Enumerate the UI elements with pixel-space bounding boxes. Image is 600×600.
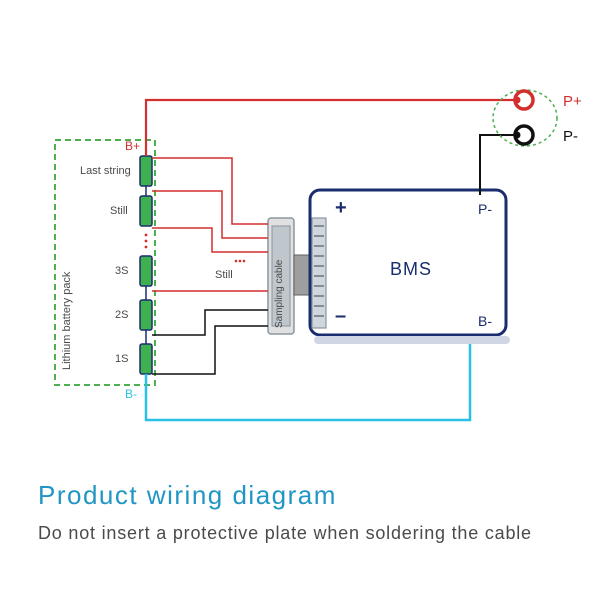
cell-label-2s: 2S — [115, 309, 128, 321]
sampling-label: Sampling cable — [274, 259, 285, 328]
wire-b-plus — [146, 100, 515, 156]
cell-label-3s: 3S — [115, 265, 128, 277]
p-plus-label: P+ — [563, 93, 582, 110]
page-caption: Do not insert a protective plate when so… — [38, 520, 558, 547]
b-plus-label: B+ — [125, 139, 140, 153]
bms-module: + – BMS P- B- — [310, 190, 510, 344]
svg-text:Still: Still — [215, 269, 233, 281]
svg-text:+: + — [335, 197, 347, 219]
wire-p-minus — [480, 135, 515, 195]
wiring-diagram: Lithium battery pack B+ B- Last string S… — [0, 0, 600, 470]
p-minus-label: P- — [563, 128, 578, 145]
cell-label-1s: 1S — [115, 353, 128, 365]
cell-label-last: Last string — [80, 165, 131, 177]
battery-cells — [140, 156, 152, 374]
wire-b-minus — [146, 335, 470, 420]
svg-text:–: – — [335, 305, 346, 327]
output-terminals — [493, 90, 557, 146]
balance-taps: Still — [152, 158, 268, 374]
page-title: Product wiring diagram — [38, 480, 337, 511]
cell-label-still: Still — [110, 205, 128, 217]
bms-p-minus: P- — [478, 201, 492, 217]
b-minus-label: B- — [125, 387, 137, 401]
bms-label: BMS — [390, 259, 432, 279]
bms-b-minus: B- — [478, 313, 492, 329]
battery-pack-label: Lithium battery pack — [61, 271, 73, 370]
